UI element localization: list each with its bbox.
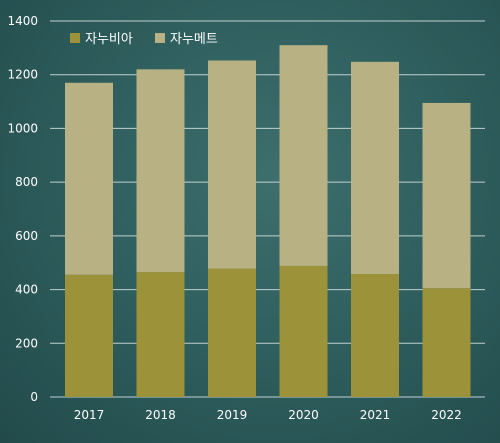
bar-2021-series-2 <box>351 61 399 274</box>
legend-swatch-series-2 <box>155 33 165 43</box>
x-tick-label-2018: 2018 <box>145 408 176 422</box>
x-tick-label-2017: 2017 <box>74 408 105 422</box>
legend-label-series-2: 자누메트 <box>170 32 218 47</box>
bar-2022-series-2 <box>422 102 471 289</box>
y-tick-label-0: 0 <box>30 390 38 404</box>
bar-2022-series-1 <box>422 288 471 397</box>
y-tick-label-1400: 1400 <box>7 14 38 28</box>
x-tick-label-2019: 2019 <box>217 408 248 422</box>
y-tick-label-600: 600 <box>15 229 38 243</box>
bar-2018-series-1 <box>136 272 185 397</box>
legend: 자누비아 자누메트 <box>70 32 218 47</box>
bar-2018-series-2 <box>136 69 185 273</box>
legend-label-series-1: 자누비아 <box>85 32 133 47</box>
bar-2019-series-1 <box>208 268 256 397</box>
x-tick-label-2021: 2021 <box>360 408 391 422</box>
bar-2019-series-2 <box>208 60 256 269</box>
y-tick-label-800: 800 <box>15 175 38 189</box>
bar-2020-series-1 <box>279 265 328 397</box>
bar-2017-series-1 <box>65 274 113 397</box>
x-tick-label-2022: 2022 <box>431 408 462 422</box>
y-tick-label-1200: 1200 <box>7 68 38 82</box>
bar-2017-series-2 <box>65 82 113 275</box>
y-tick-label-400: 400 <box>15 283 38 297</box>
bar-2021-series-1 <box>351 273 399 397</box>
y-tick-label-1000: 1000 <box>7 121 38 135</box>
grid-layer <box>50 20 485 398</box>
y-axis-ticks: 0 200 400 600 800 1000 1200 1400 <box>7 14 38 404</box>
legend-swatch-series-1 <box>70 33 80 43</box>
bars-layer <box>65 45 471 397</box>
x-tick-label-2020: 2020 <box>288 408 319 422</box>
y-tick-label-200: 200 <box>15 336 38 350</box>
bar-2020-series-2 <box>279 45 328 266</box>
x-axis-ticks: 2017 2018 2019 2020 2021 2022 <box>74 408 462 422</box>
